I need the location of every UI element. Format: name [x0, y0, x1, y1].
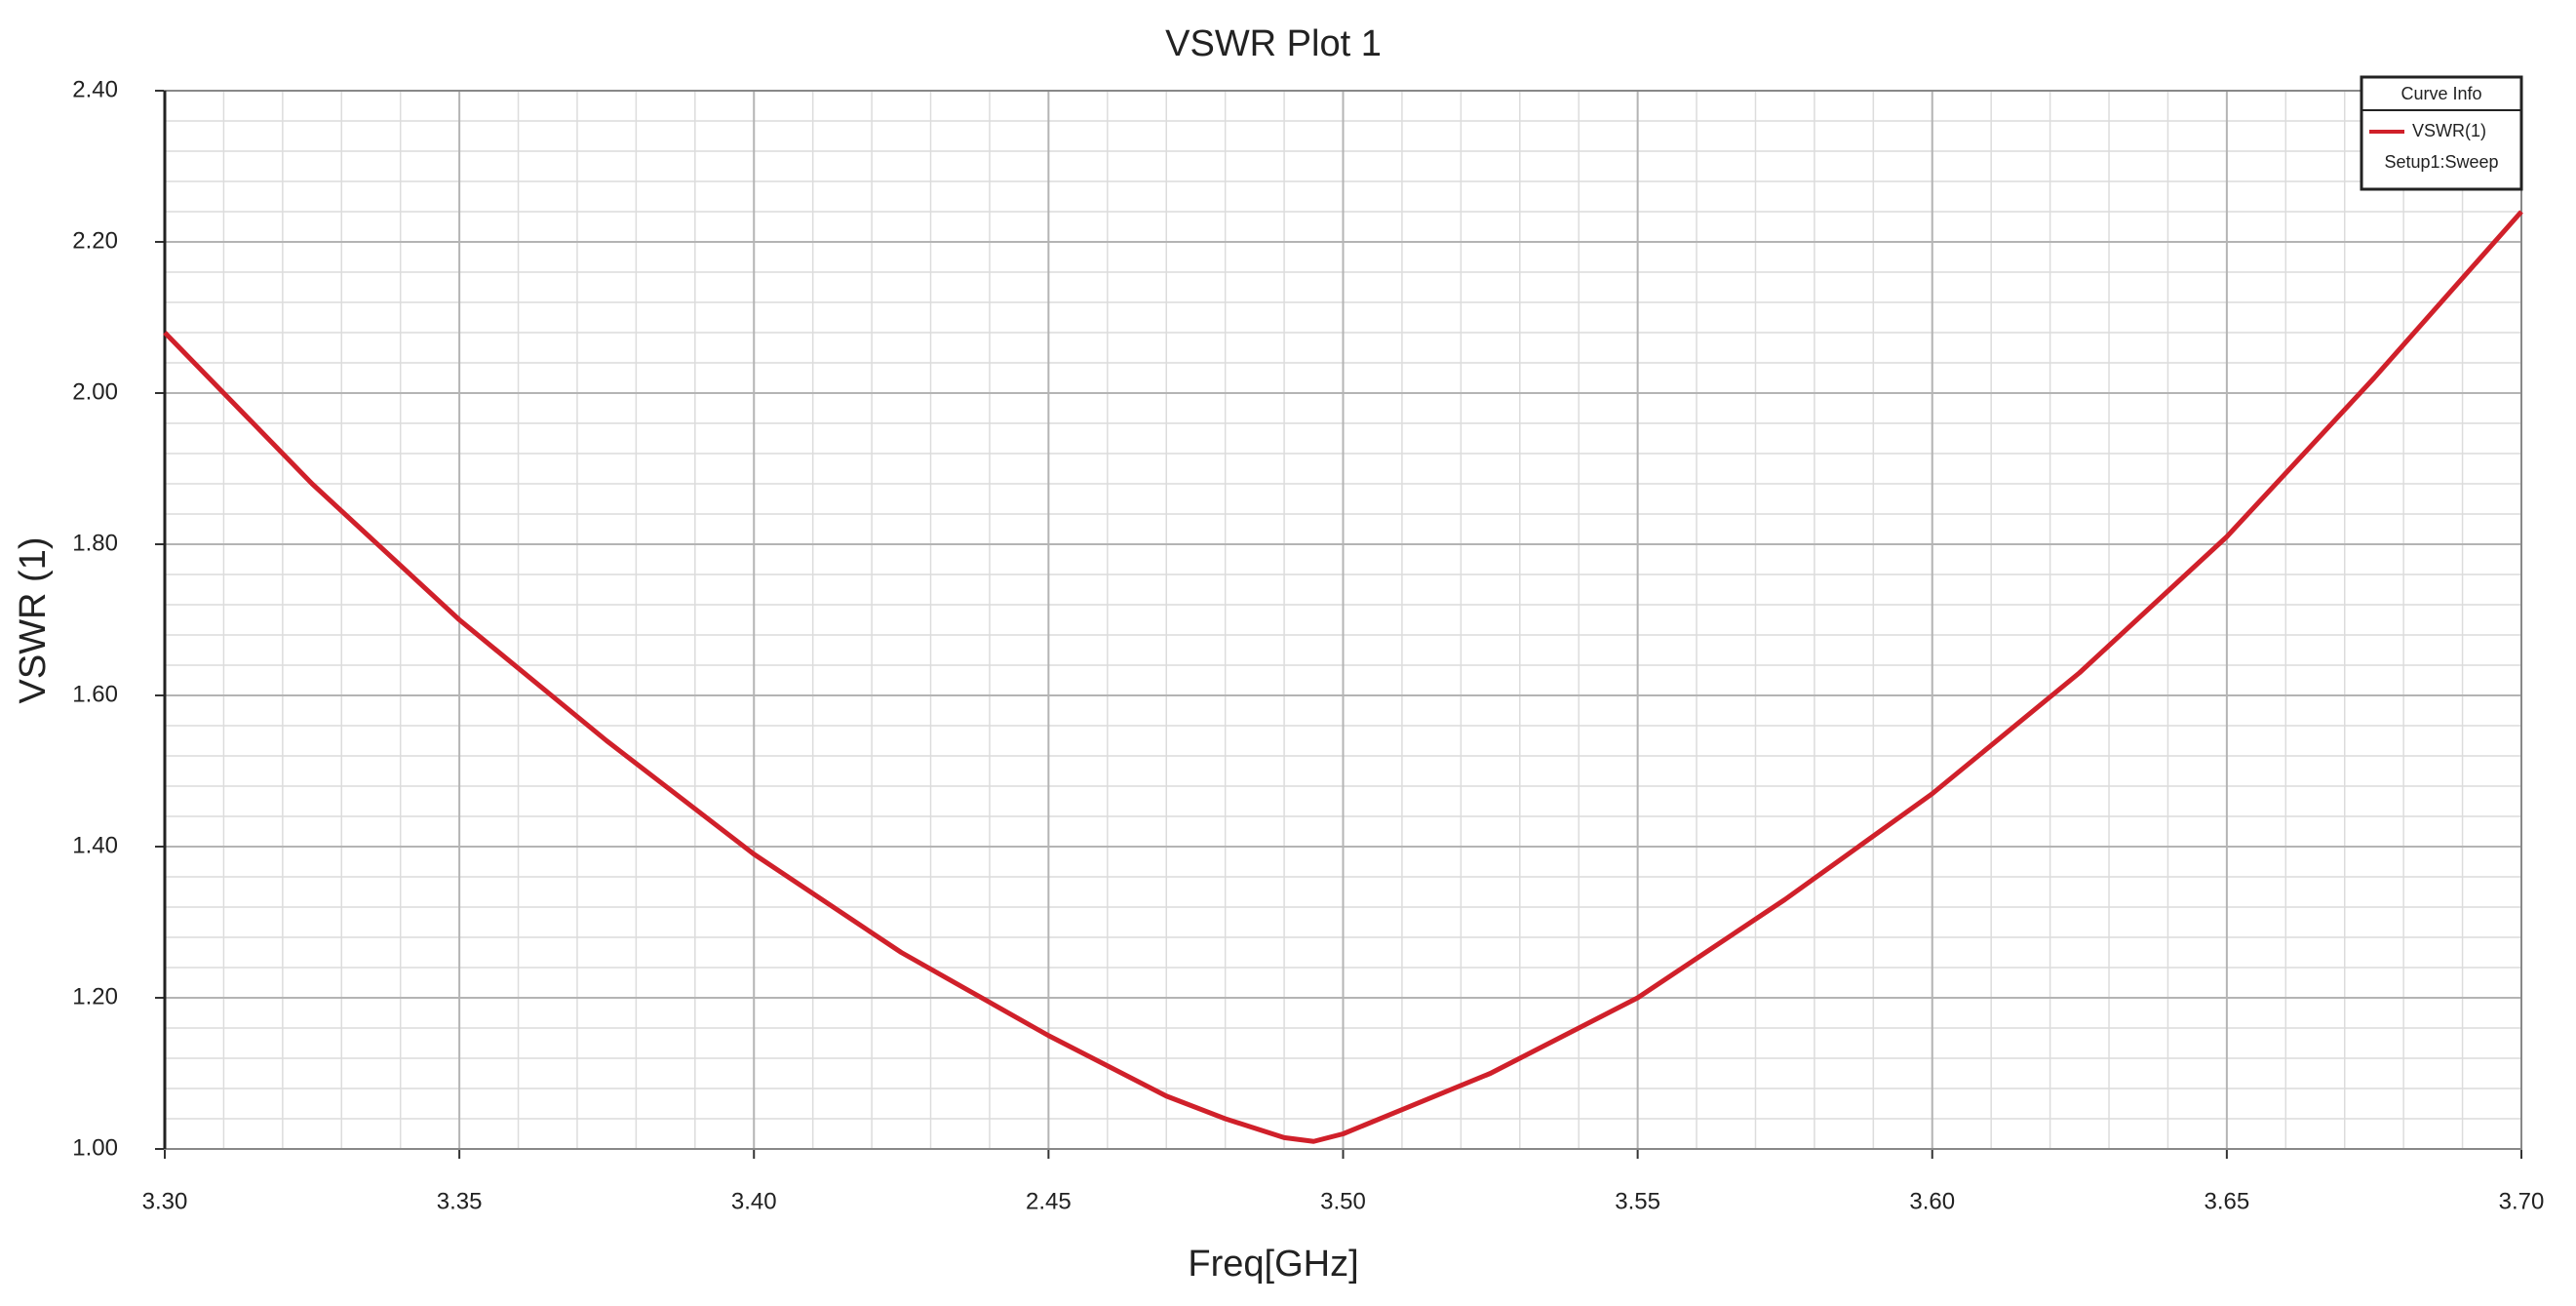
x-tick-label: 3.60	[1909, 1188, 1955, 1214]
y-tick-label: 1.00	[72, 1134, 118, 1161]
legend-sweep: Setup1:Sweep	[2384, 152, 2498, 172]
y-tick-label: 1.40	[72, 832, 118, 858]
x-axis-label: Freq[GHz]	[1188, 1244, 1358, 1285]
legend-label: VSWR(1)	[2412, 121, 2486, 140]
x-tick-label: 3.55	[1615, 1188, 1660, 1214]
y-tick-label: 2.20	[72, 227, 118, 254]
x-tick-label: 3.30	[142, 1188, 188, 1214]
x-tick-label: 3.70	[2499, 1188, 2545, 1214]
chart-title: VSWR Plot 1	[1165, 23, 1382, 64]
x-tick-label: 3.40	[731, 1188, 777, 1214]
y-tick-label: 2.40	[72, 76, 118, 102]
y-tick-label: 2.00	[72, 378, 118, 405]
series-line	[163, 210, 2523, 1144]
x-tick-label: 3.50	[1320, 1188, 1366, 1214]
legend-title: Curve Info	[2400, 84, 2481, 103]
x-tick-label: 3.35	[437, 1188, 483, 1214]
x-tick-label: 2.45	[1026, 1188, 1072, 1214]
y-tick-label: 1.20	[72, 983, 118, 1009]
y-tick-label: 1.80	[72, 530, 118, 556]
y-axis-label: VSWR (1)	[13, 537, 54, 704]
y-tick-label: 1.60	[72, 681, 118, 707]
x-tick-label: 3.65	[2205, 1188, 2250, 1214]
